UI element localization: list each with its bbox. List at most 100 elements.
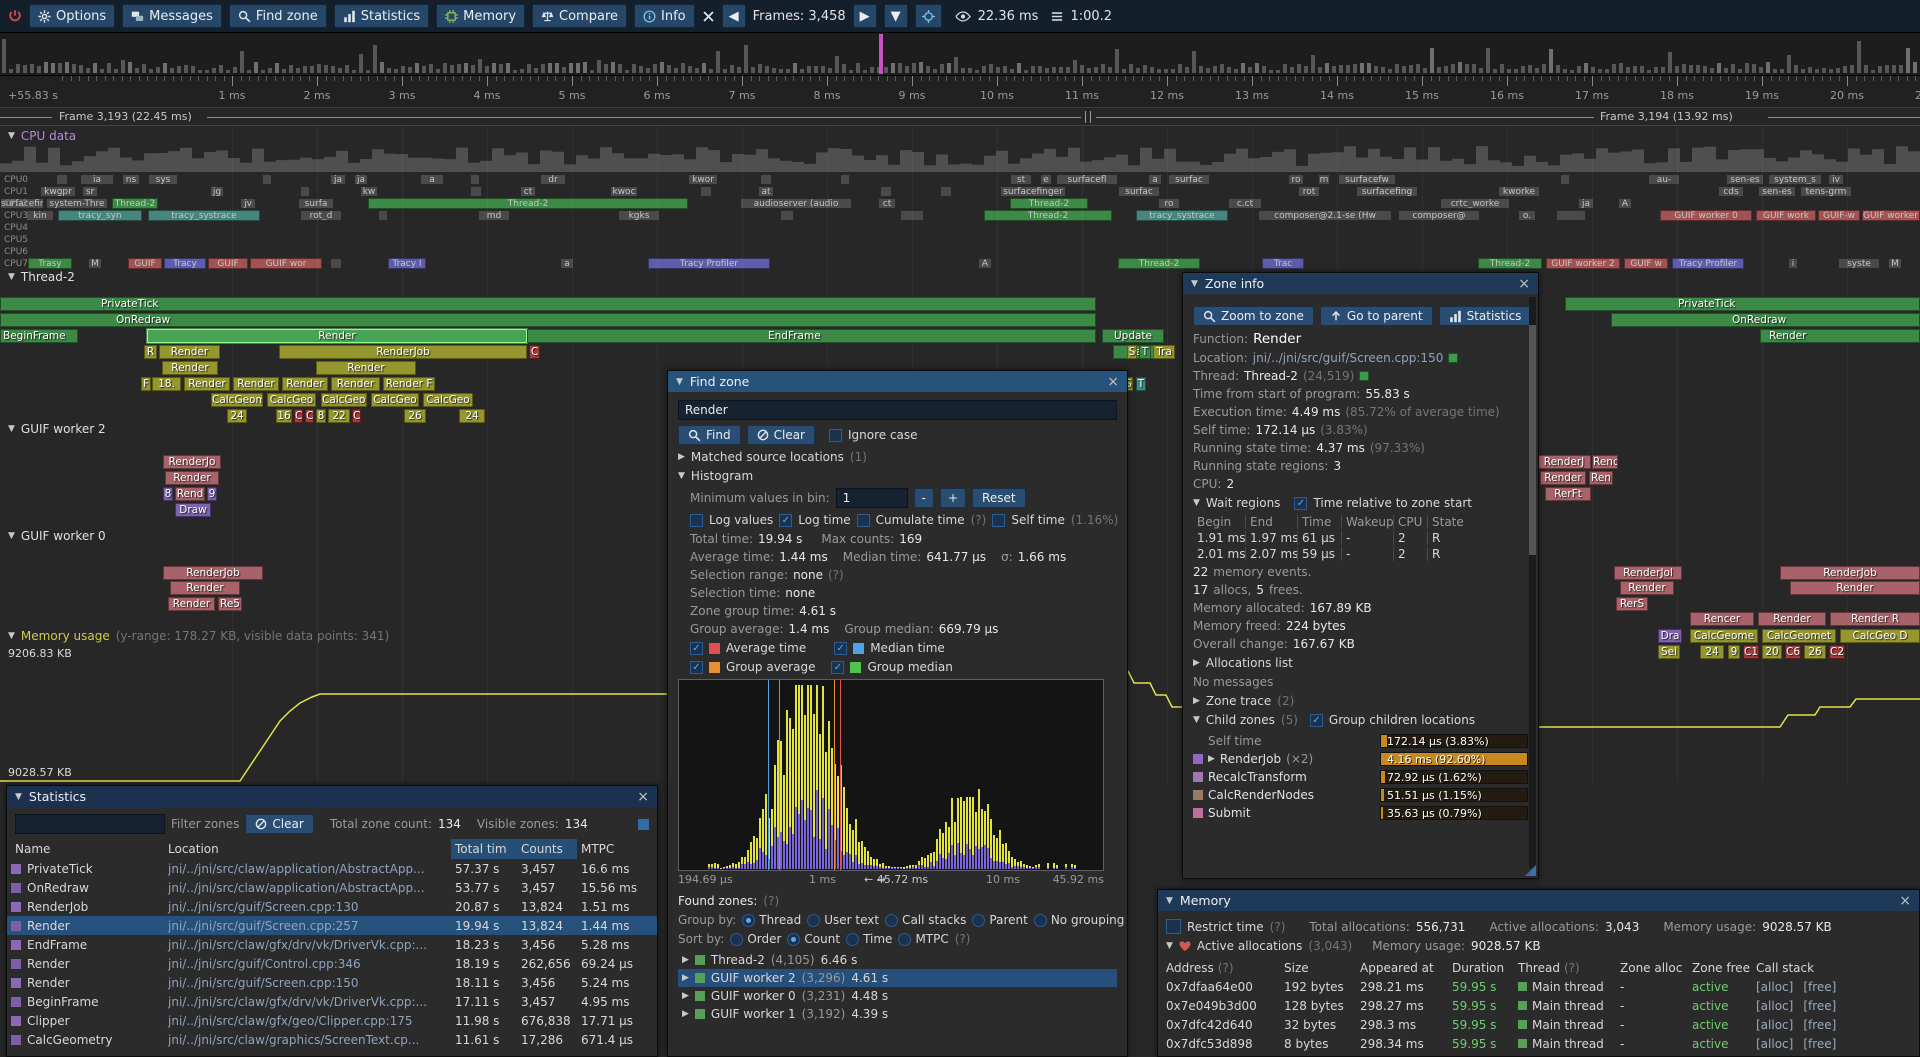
timeline-zone[interactable]: RerFt (1545, 487, 1591, 501)
frame-bar[interactable] (107, 63, 111, 73)
frame-bar[interactable] (1388, 69, 1392, 73)
frame-bar[interactable] (380, 62, 384, 73)
frame-bar[interactable] (1416, 64, 1420, 73)
column-header[interactable]: Call stack (1756, 961, 1911, 975)
frame-bar[interactable] (1402, 66, 1406, 73)
frame-bar[interactable] (121, 60, 125, 73)
cumulate-time-checkbox[interactable] (856, 513, 870, 527)
cpu-segment[interactable]: kwor (688, 174, 718, 185)
frame-bar[interactable] (1206, 68, 1210, 73)
frame-bar[interactable] (1696, 65, 1700, 73)
timeline-zone[interactable]: 26 (404, 409, 426, 423)
column-header[interactable]: Appeared at (1360, 961, 1452, 975)
timeline-zone[interactable]: Render (1758, 612, 1826, 626)
frame-bar[interactable] (555, 63, 559, 73)
frame-bar[interactable] (800, 69, 804, 73)
frame-bar[interactable] (758, 64, 762, 73)
cpu-segment[interactable] (900, 210, 924, 221)
frame-bar[interactable] (1801, 69, 1805, 73)
timeline-zone[interactable]: Dra (1658, 629, 1682, 643)
timeline-zone[interactable]: RenderJob (163, 566, 263, 580)
collapse-icon[interactable]: ▼ (1193, 715, 1200, 725)
restrict-time-checkbox[interactable] (1166, 919, 1181, 934)
frame-bar[interactable] (1178, 64, 1182, 73)
alloc-callstack-link[interactable]: [alloc] (1756, 998, 1794, 1013)
cpu-segment[interactable]: kw (360, 186, 378, 197)
frame-bar[interactable] (1787, 55, 1791, 73)
frame-bar[interactable] (1619, 63, 1623, 73)
cpu-segment[interactable]: Tracy (164, 258, 206, 269)
frame-bar[interactable] (1850, 65, 1854, 73)
frame-bar[interactable] (310, 66, 314, 73)
timeline-zone[interactable]: Tra (1153, 345, 1175, 359)
frame-bar[interactable] (884, 67, 888, 73)
radio-option[interactable]: No grouping (1033, 913, 1124, 927)
frame-bar[interactable] (1857, 41, 1861, 73)
cpu-segment[interactable]: surfacefinger (1000, 186, 1066, 197)
reset-button[interactable]: Reset (972, 488, 1026, 508)
frame-bar[interactable] (527, 64, 531, 73)
frame-bar[interactable] (464, 63, 468, 73)
stats-row[interactable]: Clipper jni/../jni/src/claw/gfx/geo/Clipp… (7, 1011, 657, 1030)
column-header[interactable]: Location (168, 842, 219, 856)
frame-bar[interactable] (730, 65, 734, 73)
zoom-to-zone-button[interactable]: Zoom to zone (1193, 306, 1314, 326)
memory-titlebar[interactable]: ▼ Memory × (1158, 890, 1919, 911)
free-callstack-link[interactable]: [free] (1803, 1017, 1837, 1032)
frame-label[interactable]: Frame 3,193 (22.45 ms) (59, 110, 192, 123)
frame-bar[interactable] (135, 68, 139, 73)
cpu-segment[interactable]: GUIF work (1756, 210, 1816, 221)
frame-bar[interactable] (793, 63, 797, 73)
column-header[interactable]: Name (15, 842, 51, 856)
frame-bar[interactable] (821, 66, 825, 73)
frame-bar[interactable] (268, 68, 272, 73)
cpu-segment[interactable] (470, 174, 480, 185)
timeline-zone[interactable]: 18. (152, 377, 181, 391)
allocation-row[interactable]: 0x7dfaa64e00 192 bytes 298.21 ms 59.95 s Mai… (1166, 977, 1911, 996)
frame-bar[interactable] (1353, 64, 1357, 73)
cpu-segment[interactable]: Thread-2 (1118, 258, 1200, 269)
frame-bar[interactable] (1731, 64, 1735, 73)
zone-search-input[interactable] (678, 400, 1117, 420)
frame-bar[interactable] (1710, 68, 1714, 73)
timeline-zone[interactable]: PrivateTick (0, 297, 1096, 311)
frame-bar[interactable] (863, 70, 867, 73)
cpu-segment[interactable]: a (420, 174, 444, 185)
radio-option[interactable]: Count (787, 932, 840, 946)
frame-bar[interactable] (1906, 48, 1910, 73)
frame-select-button[interactable]: ▼ (883, 4, 908, 28)
frame-bar[interactable] (1864, 65, 1868, 73)
allocations-list-label[interactable]: Allocations list (1205, 656, 1293, 670)
go-to-parent-button[interactable]: Go to parent (1319, 306, 1433, 326)
frame-bar[interactable] (513, 70, 517, 73)
frame-bar[interactable] (856, 63, 860, 73)
frame-bar[interactable] (709, 69, 713, 73)
timeline-zone[interactable]: C (352, 409, 361, 423)
cpu-segment[interactable]: Thread-2 (1478, 258, 1542, 269)
frame-bar[interactable] (1542, 64, 1546, 73)
frame-bar[interactable] (1108, 67, 1112, 73)
timeline-zone[interactable]: R (144, 345, 157, 359)
frame-bar[interactable] (898, 63, 902, 73)
cpu-segment[interactable]: surfac (1118, 186, 1160, 197)
timeline-zone[interactable]: RenderJ (1537, 455, 1591, 469)
cpu-segment[interactable]: system_s (1768, 174, 1822, 185)
timeline-zone[interactable]: 24 (459, 409, 485, 423)
cpu-segment[interactable]: a (1148, 174, 1162, 185)
frame-bar[interactable] (1220, 64, 1224, 73)
stats-row[interactable]: Render jni/../jni/src/guif/Screen.cpp:150… (7, 973, 657, 992)
frame-bar[interactable] (289, 65, 293, 73)
frame-bar[interactable] (1780, 69, 1784, 73)
frame-bar[interactable] (681, 63, 685, 73)
timeline-zone[interactable]: Rend (1592, 455, 1618, 469)
frame-bar[interactable] (275, 63, 279, 73)
column-header[interactable]: Time (1297, 515, 1341, 529)
stats-row[interactable]: CalcGeometry jni/../jni/src/claw/graphics… (7, 1030, 657, 1049)
frame-bar[interactable] (282, 69, 286, 73)
frame-bar[interactable] (1577, 66, 1581, 73)
frame-bar[interactable] (1465, 64, 1469, 73)
frame-bar[interactable] (1003, 66, 1007, 73)
frame-bar[interactable] (947, 63, 951, 73)
frame-bar[interactable] (1591, 67, 1595, 73)
info-button[interactable]: Info (634, 4, 695, 28)
